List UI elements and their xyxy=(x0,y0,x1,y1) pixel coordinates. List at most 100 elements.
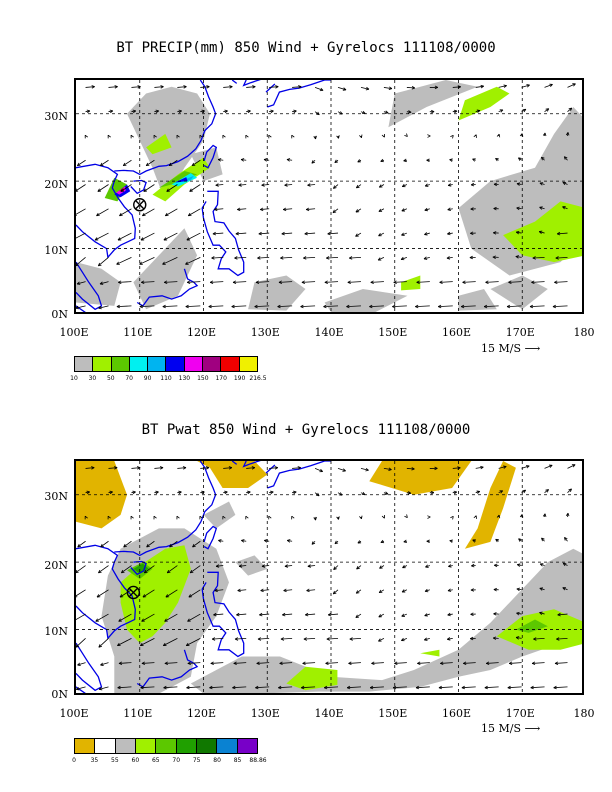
wind-vector xyxy=(116,304,132,309)
wind-vector xyxy=(210,661,224,665)
wind-vector xyxy=(313,135,317,140)
wind-vector xyxy=(98,305,109,310)
wind-vector xyxy=(84,134,88,139)
wind-vector xyxy=(215,183,224,187)
wind-vector xyxy=(484,685,499,690)
wind-vector xyxy=(378,184,385,188)
wind-vector xyxy=(423,256,430,260)
wind-vector xyxy=(108,466,118,470)
wind-vector xyxy=(291,134,295,139)
wind-vector xyxy=(287,539,293,543)
wind-vector xyxy=(544,464,553,469)
wind-vector xyxy=(326,637,339,641)
wind-vector xyxy=(238,564,247,568)
wind-vector xyxy=(246,85,256,89)
wind-vector xyxy=(268,134,272,139)
wind-vector xyxy=(493,206,499,211)
wind-vector xyxy=(255,685,270,690)
wind-vector xyxy=(469,255,476,260)
colorbar-label: 85 xyxy=(233,757,242,764)
shaded-region xyxy=(458,289,497,311)
wind-vector xyxy=(176,134,180,139)
wind-vector xyxy=(131,466,141,470)
wind-vector xyxy=(336,135,340,139)
coastline xyxy=(136,649,199,688)
wind-vector xyxy=(163,232,178,241)
wind-vector xyxy=(498,84,507,88)
wind-vector xyxy=(311,159,316,164)
wind-vector xyxy=(554,661,568,665)
wind-vector xyxy=(99,159,109,167)
wind-vector xyxy=(346,685,361,690)
shaded-region xyxy=(324,289,408,312)
wind-vector xyxy=(426,158,430,162)
wind-vector xyxy=(424,637,430,641)
wind-vector xyxy=(544,489,549,494)
wind-vector xyxy=(402,564,408,569)
wind-vector xyxy=(185,637,201,647)
wind-vector xyxy=(380,539,385,544)
wind-vector xyxy=(269,490,274,495)
wind-vector xyxy=(475,490,481,494)
wind-vector xyxy=(259,612,270,617)
wind-vector xyxy=(141,661,155,665)
wind-vector xyxy=(165,589,178,598)
precip-map-panel xyxy=(74,78,584,314)
wind-vector xyxy=(118,661,132,665)
wind-vector xyxy=(246,109,251,114)
wind-vector xyxy=(554,280,568,284)
wind-vector xyxy=(208,304,224,309)
wind-vector xyxy=(76,281,86,285)
wind-vector xyxy=(415,304,430,309)
shaded-region xyxy=(248,275,306,311)
wind-vector xyxy=(346,304,361,309)
colorbar-swatch xyxy=(166,357,185,371)
wind-vector xyxy=(392,685,407,690)
wind-vector xyxy=(130,515,134,520)
wind-vector xyxy=(360,86,370,91)
wind-vector xyxy=(544,108,550,113)
x-axis-label: 100E xyxy=(59,707,89,720)
wind-vector xyxy=(280,637,293,641)
coastline xyxy=(130,179,147,195)
wind-vector xyxy=(241,539,247,543)
wind-vector xyxy=(188,589,201,598)
wind-vector xyxy=(447,588,453,592)
wind-vector xyxy=(283,588,293,593)
wind-vector xyxy=(429,85,438,90)
colorbar-swatch xyxy=(217,739,238,753)
wind-vector xyxy=(209,280,224,284)
wind-vector xyxy=(234,637,247,641)
wind-vector xyxy=(313,516,317,521)
wind-vector xyxy=(314,468,323,473)
colorbar-label: 216.5 xyxy=(249,375,267,382)
panel2-title: BT Pwat 850 Wind + Gyrelocs 111108/0000 xyxy=(141,422,471,438)
wind-vector xyxy=(96,208,109,217)
wind-vector xyxy=(449,539,453,543)
wind-vector xyxy=(470,588,476,592)
wind-vector xyxy=(200,490,205,495)
wind-vector xyxy=(324,685,339,690)
wind-vector xyxy=(254,304,270,309)
wind-vector xyxy=(378,637,385,642)
wind-vector xyxy=(562,562,568,567)
wind-vector xyxy=(539,563,545,567)
wind-vector xyxy=(378,232,385,237)
wind-vector xyxy=(281,231,293,236)
colorbar-label: 30 xyxy=(88,375,97,382)
colorbar-swatch xyxy=(196,739,218,753)
wind-vector xyxy=(508,661,522,665)
wind-vector xyxy=(515,636,522,640)
wind-vector xyxy=(460,304,476,309)
y-label-0n: 0N xyxy=(51,308,68,321)
wind-vector xyxy=(401,589,408,593)
wind-vector xyxy=(567,464,576,469)
colorbar-label: 60 xyxy=(131,757,140,764)
wind-vector xyxy=(448,564,453,568)
wind-vector xyxy=(519,133,524,137)
wind-vector xyxy=(238,183,247,187)
wind-vector xyxy=(452,85,461,89)
wind-vector xyxy=(187,661,201,665)
wind-vector xyxy=(162,637,178,647)
wind-vector xyxy=(544,83,553,88)
